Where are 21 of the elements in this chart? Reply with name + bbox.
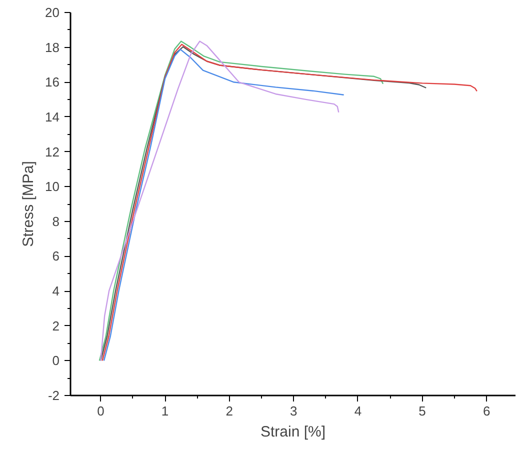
y-tick-label: 6 <box>52 248 60 264</box>
y-tick-label: 10 <box>45 179 60 194</box>
x-tick-label: 3 <box>290 404 298 418</box>
y-tick-label: 16 <box>45 74 60 90</box>
y-axis-title: Stress [MPa] <box>20 161 38 247</box>
y-tick-label: 0 <box>52 353 60 368</box>
y-tick-label: 2 <box>52 318 60 334</box>
y-tick-label: 8 <box>52 214 60 229</box>
x-axis-title: Strain [%] <box>260 424 326 440</box>
y-tick-label: 12 <box>45 144 60 160</box>
x-tick-label: 1 <box>161 404 169 418</box>
x-tick-label: 2 <box>226 404 233 418</box>
y-tick-label: -2 <box>48 388 60 403</box>
y-tick-label: 4 <box>52 284 60 299</box>
x-tick-label: 0 <box>97 404 104 418</box>
x-tick-label: 5 <box>418 404 426 418</box>
y-tick-label: 18 <box>45 40 60 55</box>
x-tick-label: 6 <box>482 404 490 418</box>
x-tick-label: 4 <box>354 404 362 418</box>
y-tick-label: 20 <box>45 5 60 20</box>
y-tick-label: 14 <box>45 109 60 124</box>
